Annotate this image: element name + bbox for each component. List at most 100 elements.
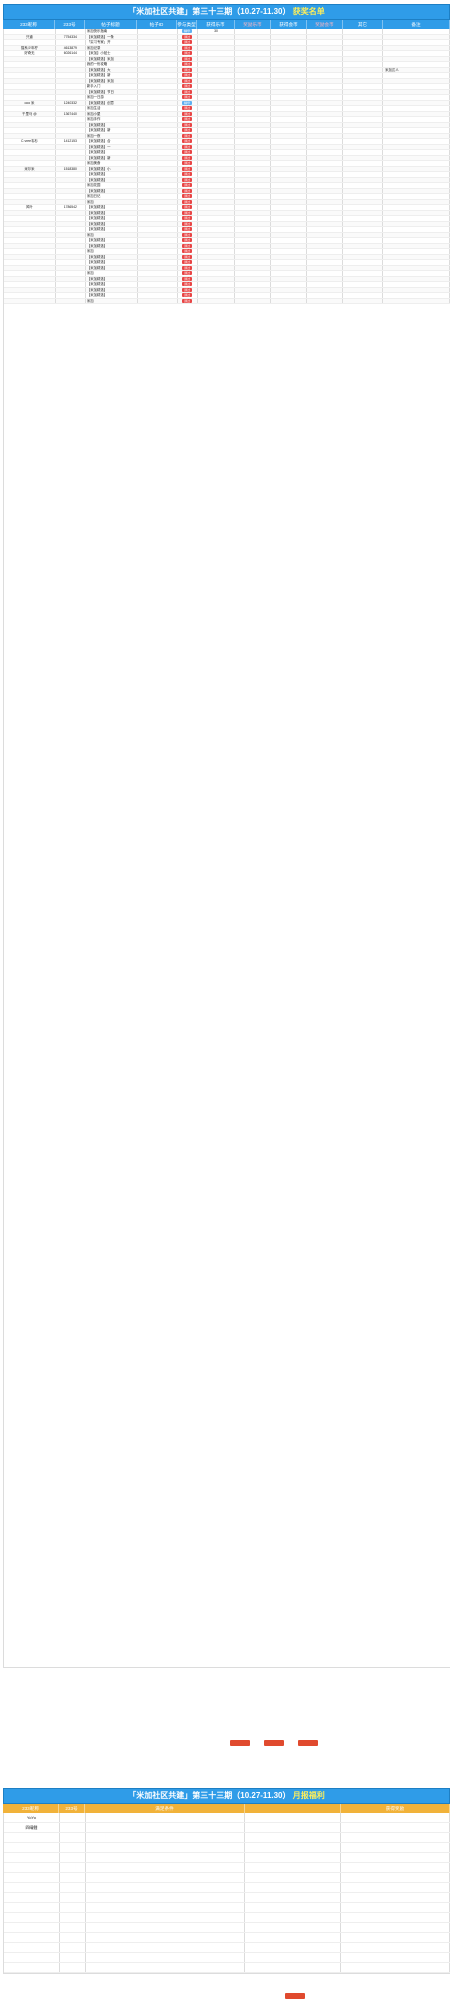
table-cell[interactable]: 【米加精选】一条 [86,34,138,39]
participation-type-badge: 通过 [182,128,193,133]
table-cell[interactable]: 米加 [86,249,138,254]
table-cell[interactable]: 我的一份攻略 [86,62,138,67]
table-row: 【米加精选】米加 通过 [4,78,450,84]
table-cell [271,106,308,111]
table-cell [198,238,236,243]
participation-type-badge: 通过 [182,221,193,226]
table-cell[interactable]: 【米加精选】 [86,205,138,210]
table-cell [307,238,344,243]
table-cell[interactable]: 【米加精选】米加 [86,78,138,83]
table-cell[interactable]: 【米加精选】合 [86,139,138,144]
action-button[interactable] [230,1740,250,1746]
table-cell [307,271,344,276]
table-row [4,1883,450,1893]
table-cell [343,238,384,243]
table-cell[interactable]: 米加一夜 [86,133,138,138]
benefits-header-cell: 获得奖励 [341,1804,450,1813]
table-cell [343,205,384,210]
table-cell[interactable]: 米加记录 [86,45,138,50]
table-cell [138,177,178,182]
table-cell[interactable]: 【米加精选】 [86,238,138,243]
table-cell[interactable]: 【米加精选】新 [86,128,138,133]
action-button[interactable] [298,1740,318,1746]
table-cell [235,139,272,144]
table-cell[interactable]: 【米加精选】 [86,172,138,177]
table-cell[interactable]: 米加 [86,199,138,204]
table-cell[interactable]: 【米加精选】 [86,122,138,127]
table-cell[interactable]: 【米加精选】 [86,227,138,232]
table-cell[interactable]: 米加一日游 [86,95,138,100]
table-cell[interactable]: 米加日记 [86,194,138,199]
table-cell: 通过 [178,249,198,254]
table-cell: 1412153 [56,139,86,144]
table-cell [307,111,344,116]
table-cell [343,128,384,133]
table-cell[interactable]: 【米加精选】 [86,221,138,226]
table-cell[interactable]: 【米加精选】 [86,150,138,155]
participation-type-badge: 通过 [182,122,193,127]
table-cell[interactable]: 【米加精选】 [86,282,138,287]
table-cell[interactable]: 【米加精选】 [86,243,138,248]
participation-type-badge: 通过 [182,249,193,254]
table-cell[interactable]: 【米加精选】 [86,265,138,270]
table-cell [4,117,56,122]
table-cell: 通过 [178,62,198,67]
table-row: 米加快乐指南 精华 30 [4,29,450,35]
table-cell[interactable]: 【米加精选】 [86,210,138,215]
table-cell [4,1953,60,1962]
table-cell [235,155,272,160]
table-cell[interactable]: 【米加精选】一 [86,144,138,149]
participation-type-badge: 通过 [182,172,193,177]
table-cell[interactable]: 【米加精选】 [86,276,138,281]
table-cell[interactable]: 【米加精选】新 [86,73,138,78]
table-cell[interactable]: 【米加精选】新 [86,155,138,160]
table-cell [383,34,450,39]
table-cell[interactable]: 「实习专家」开 [86,40,138,45]
table-cell[interactable]: 【米加精选】 [86,216,138,221]
table-cell [4,1963,60,1972]
participation-type-badge: 通过 [182,155,193,160]
table-cell [383,106,450,111]
table-cell [60,1903,86,1912]
table-cell[interactable]: 米加 [86,271,138,276]
table-cell[interactable]: 【米加精选】 [86,254,138,259]
table-cell[interactable]: 新手入门 [86,84,138,89]
table-cell[interactable]: 米加 [86,232,138,237]
table-cell[interactable]: 【米加精选】大 [86,67,138,72]
monthly-benefits-button[interactable] [285,1993,305,1999]
table-cell[interactable]: 米加快乐指南 [86,29,138,34]
table-row [4,1863,450,1873]
table-cell [138,84,178,89]
table-cell[interactable]: 【米加精选】小 [86,166,138,171]
table-cell[interactable]: 【米加精选】米加 [86,56,138,61]
table-cell [245,1843,342,1852]
table-cell [4,1833,60,1842]
table-cell[interactable]: 【米加精选】 [86,287,138,292]
table-cell[interactable]: 米加小屋 [86,111,138,116]
table-cell[interactable]: 米加美食 [86,161,138,166]
table-cell[interactable]: 米加 [86,298,138,303]
table-cell [4,298,56,303]
table-cell[interactable]: 米加生活 [86,106,138,111]
table-cell [138,271,178,276]
table-cell[interactable]: 【米加精选】 [86,177,138,182]
table-cell [341,1843,450,1852]
table-cell [4,1863,60,1872]
table-cell[interactable]: 米加手作 [86,117,138,122]
table-cell[interactable]: 【米加精选】 [86,188,138,193]
participation-type-badge: 通过 [182,183,193,188]
table-cell: 米加达人 [383,67,450,72]
table-cell [138,29,178,34]
table-cell[interactable]: 【米加精选】 [86,260,138,265]
table-cell [56,29,86,34]
table-cell[interactable]: 【米加精选】 [86,293,138,298]
table-cell [343,265,384,270]
action-button[interactable] [264,1740,284,1746]
table-cell [138,172,178,177]
table-cell[interactable]: 【米加】小贴士 [86,51,138,56]
table-cell[interactable]: 米加花园 [86,183,138,188]
table-cell[interactable]: 【米加精选】节日 [86,89,138,94]
table-row: 【米加精选】 通过 [4,150,450,156]
participation-type-badge: 通过 [182,194,193,199]
table-cell[interactable]: 【米加精选】创意 [86,100,138,105]
